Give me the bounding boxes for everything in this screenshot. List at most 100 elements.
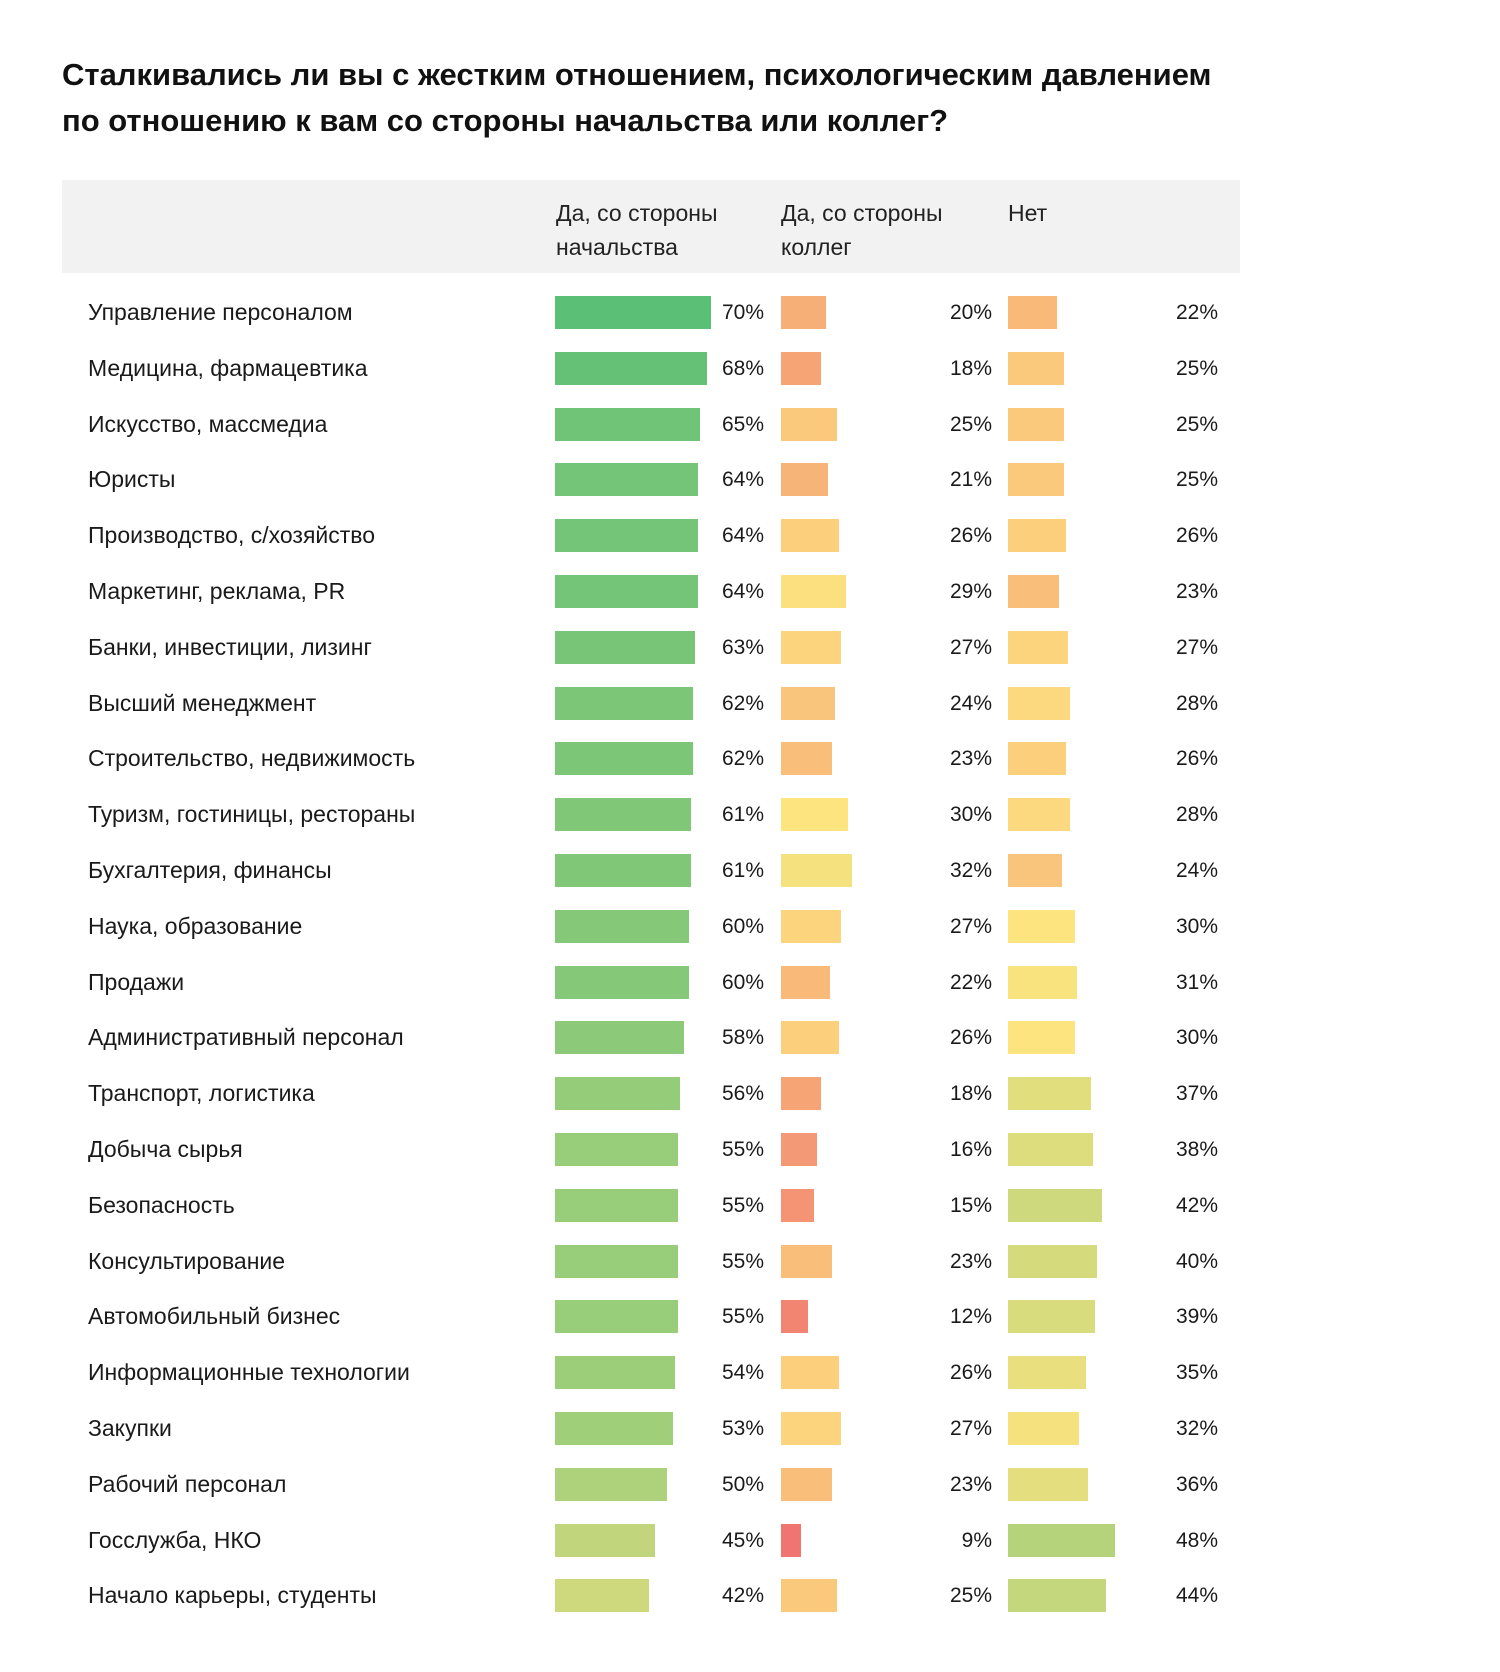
bar-no [1008,1523,1116,1557]
value-label-boss: 60% [721,914,764,938]
bar-boss [555,1579,649,1613]
value-label-colleagues: 27% [949,914,992,938]
value-label-colleagues: 22% [949,970,992,994]
row-label: Управление персоналом [88,299,353,325]
row-label: Начало карьеры, студенты [88,1582,377,1609]
value-label-no: 31% [1175,970,1218,994]
value-label-colleagues: 27% [949,635,992,659]
bar-colleagues [781,1523,802,1557]
bar-no [1008,1244,1098,1278]
bar-boss [555,686,694,720]
bar-boss [555,1356,676,1390]
value-label-colleagues: 26% [949,1026,992,1050]
value-label-no: 30% [1175,914,1218,938]
row-label: Безопасность [88,1191,235,1218]
value-label-colleagues: 26% [949,524,992,548]
value-label-no: 25% [1175,412,1218,436]
value-label-boss: 58% [721,1026,764,1050]
bar-boss [555,1523,656,1557]
value-label-colleagues: 29% [949,580,992,603]
value-label-boss: 65% [721,412,764,436]
bar-no [1008,1412,1080,1445]
bar-no [1008,1077,1091,1111]
bar-boss [555,742,694,776]
value-label-boss: 64% [721,580,764,603]
value-label-no: 32% [1175,1417,1218,1440]
value-label-no: 40% [1175,1249,1218,1273]
bar-colleagues [781,1244,833,1278]
row-label: Туризм, гостиницы, рестораны [88,801,416,828]
value-label-no: 23% [1175,580,1218,603]
value-label-boss: 54% [721,1361,764,1385]
bar-no [1008,575,1060,608]
value-label-boss: 61% [721,859,764,882]
row-label: Бухгалтерия, финансы [88,857,332,883]
value-label-boss: 55% [721,1249,764,1273]
bar-no [1008,1356,1087,1390]
bar-no [1008,463,1064,497]
bar-boss [555,965,689,999]
value-label-boss: 55% [721,1193,764,1217]
bar-no [1008,1300,1095,1334]
bar-no [1008,630,1069,664]
value-label-no: 22% [1175,301,1218,324]
value-label-colleagues: 23% [949,1472,992,1496]
value-label-no: 48% [1175,1528,1218,1552]
value-label-boss: 64% [721,468,764,492]
bar-boss [555,351,707,385]
bar-boss [555,630,696,664]
bar-colleagues [781,1300,808,1334]
bar-boss [555,798,692,832]
value-label-no: 25% [1175,356,1218,380]
row-label: Наука, образование [88,912,303,939]
value-label-no: 37% [1175,1082,1218,1106]
bar-no [1008,1467,1089,1501]
value-label-no: 39% [1175,1305,1218,1329]
bar-boss [555,1244,678,1278]
row-label: Автомобильный бизнес [88,1303,341,1330]
row-label: Закупки [88,1415,172,1441]
bar-boss [555,1077,680,1111]
bar-colleagues [781,519,839,553]
bar-no [1008,1021,1075,1055]
bar-no [1008,965,1078,999]
bar-no [1008,1133,1093,1166]
bar-boss [555,854,692,887]
value-label-boss: 45% [721,1528,764,1552]
row-label: Продажи [88,968,185,995]
value-label-no: 30% [1175,1026,1218,1050]
bar-boss [555,519,698,553]
bar-colleagues [781,407,837,441]
value-label-colleagues: 32% [949,859,992,882]
bar-boss [555,296,712,329]
bar-no [1008,407,1064,441]
bar-no [1008,686,1071,720]
value-label-boss: 55% [721,1305,764,1329]
bar-colleagues [781,1579,837,1613]
bar-colleagues [781,854,853,887]
value-label-no: 28% [1175,803,1218,827]
value-label-boss: 53% [721,1417,764,1440]
row-label: Высший менеджмент [88,689,317,716]
value-label-boss: 42% [721,1584,764,1608]
value-label-colleagues: 23% [949,1249,992,1273]
row-label: Информационные технологии [88,1359,410,1386]
value-label-no: 25% [1175,468,1218,492]
bar-boss [555,575,698,608]
value-label-colleagues: 27% [949,1417,992,1440]
value-label-no: 26% [1175,524,1218,548]
value-label-colleagues: 24% [949,691,992,715]
row-label: Госслужба, НКО [88,1526,262,1553]
value-label-colleagues: 23% [949,747,992,771]
row-label: Консультирование [88,1247,286,1274]
value-label-boss: 62% [721,691,764,715]
value-label-colleagues: 30% [949,803,992,827]
row-label: Медицина, фармацевтика [88,354,368,381]
value-label-colleagues: 15% [949,1193,992,1217]
value-label-no: 38% [1175,1138,1218,1161]
value-label-boss: 62% [721,747,764,771]
value-label-no: 26% [1175,747,1218,771]
bar-boss [555,1188,678,1222]
bar-colleagues [781,742,833,776]
value-label-boss: 68% [721,356,764,380]
